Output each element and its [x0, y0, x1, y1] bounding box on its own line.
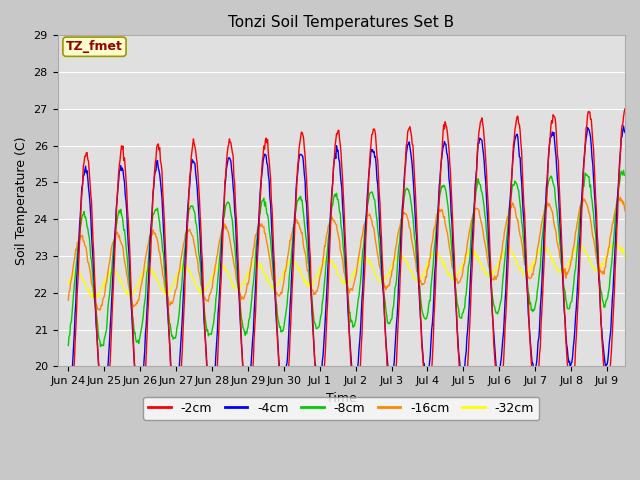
-4cm: [303, 200, 310, 206]
-32cm: [478, 265, 486, 271]
-32cm: [612, 240, 620, 245]
-16cm: [617, 194, 625, 200]
-8cm: [303, 238, 310, 244]
-32cm: [324, 258, 332, 264]
-4cm: [143, 307, 151, 313]
Y-axis label: Soil Temperature (C): Soil Temperature (C): [15, 137, 28, 265]
-16cm: [621, 208, 629, 214]
Line: -32cm: -32cm: [68, 242, 625, 298]
-2cm: [621, 106, 629, 112]
-2cm: [101, 430, 109, 436]
-16cm: [96, 307, 104, 313]
-2cm: [67, 415, 74, 420]
-8cm: [324, 246, 332, 252]
-32cm: [67, 276, 74, 282]
-4cm: [65, 401, 72, 407]
-4cm: [620, 123, 627, 129]
Title: Tonzi Soil Temperatures Set B: Tonzi Soil Temperatures Set B: [228, 15, 454, 30]
-2cm: [478, 115, 486, 121]
-16cm: [65, 297, 72, 303]
-2cm: [324, 301, 332, 307]
-2cm: [465, 349, 472, 355]
-16cm: [478, 222, 486, 228]
-16cm: [67, 280, 74, 286]
-8cm: [97, 344, 104, 349]
-32cm: [92, 295, 99, 301]
-32cm: [303, 282, 310, 288]
-32cm: [143, 266, 151, 272]
-4cm: [465, 315, 472, 321]
Text: TZ_fmet: TZ_fmet: [66, 40, 123, 53]
-2cm: [65, 428, 72, 434]
Line: -16cm: -16cm: [68, 197, 625, 310]
-4cm: [98, 402, 106, 408]
X-axis label: Time: Time: [326, 392, 356, 405]
-16cm: [143, 247, 151, 253]
-2cm: [303, 177, 310, 183]
Legend: -2cm, -4cm, -8cm, -16cm, -32cm: -2cm, -4cm, -8cm, -16cm, -32cm: [143, 396, 540, 420]
-8cm: [67, 321, 74, 326]
Line: -2cm: -2cm: [68, 109, 625, 433]
-16cm: [324, 228, 332, 234]
-8cm: [478, 189, 486, 195]
-8cm: [621, 172, 629, 178]
-16cm: [465, 235, 472, 240]
-16cm: [303, 263, 310, 268]
-8cm: [465, 264, 472, 269]
-2cm: [143, 334, 151, 339]
-8cm: [65, 343, 72, 348]
Line: -4cm: -4cm: [68, 126, 625, 405]
-4cm: [324, 272, 332, 277]
-32cm: [621, 255, 629, 261]
-4cm: [478, 137, 486, 143]
Line: -8cm: -8cm: [68, 170, 625, 347]
-4cm: [67, 388, 74, 394]
-8cm: [620, 168, 627, 173]
-8cm: [143, 269, 151, 275]
-32cm: [65, 279, 72, 285]
-32cm: [465, 249, 472, 255]
-4cm: [621, 130, 629, 135]
